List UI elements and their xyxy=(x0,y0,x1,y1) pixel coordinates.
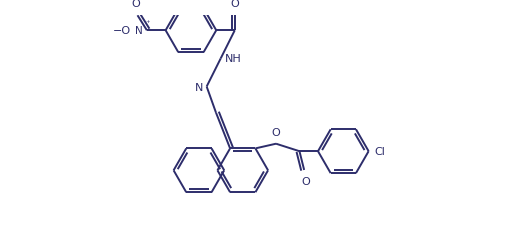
Text: NH: NH xyxy=(225,54,241,64)
Text: Cl: Cl xyxy=(374,146,385,156)
Text: N: N xyxy=(195,82,203,92)
Text: O: O xyxy=(131,0,140,9)
Text: O: O xyxy=(271,128,280,138)
Text: N: N xyxy=(135,26,143,36)
Text: O: O xyxy=(230,0,239,9)
Text: −O: −O xyxy=(113,26,131,36)
Text: ⁺: ⁺ xyxy=(146,18,150,28)
Text: O: O xyxy=(302,176,311,186)
